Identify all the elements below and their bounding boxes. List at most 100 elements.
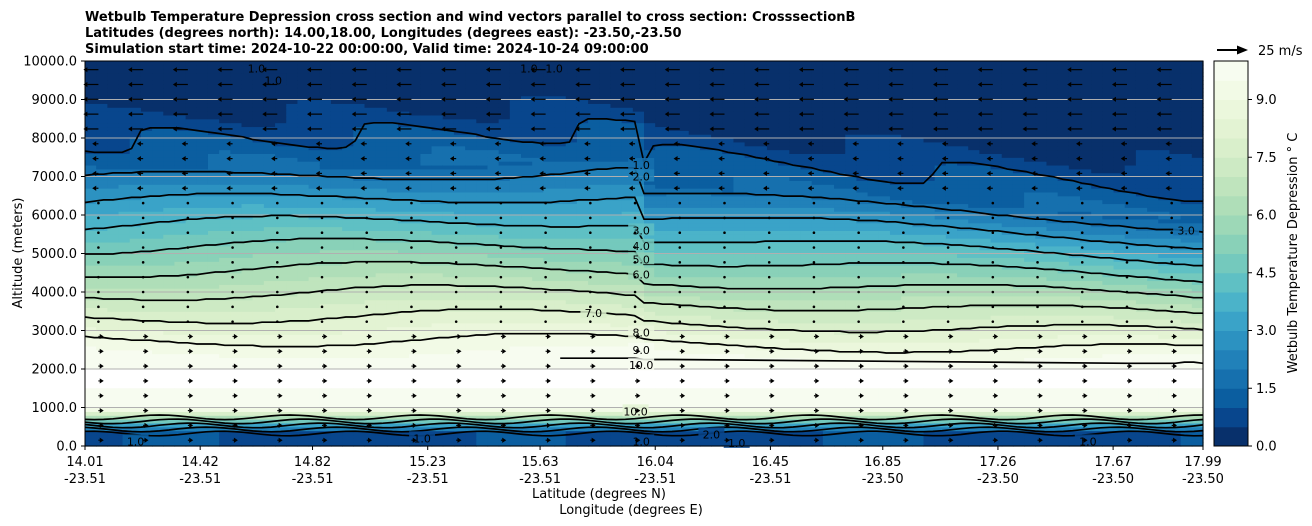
field-cell — [487, 118, 500, 124]
field-cell — [163, 322, 176, 328]
field-cell — [532, 438, 544, 443]
field-cell — [632, 122, 645, 128]
field-cell — [576, 438, 589, 443]
field-cell — [342, 87, 354, 93]
field-cell — [330, 284, 343, 289]
field-cell — [532, 311, 544, 316]
field-cell — [342, 303, 354, 308]
field-cell — [185, 215, 198, 220]
field-cell — [319, 195, 332, 201]
field-cell — [554, 276, 567, 282]
field-cell — [252, 399, 265, 405]
field-cell — [509, 134, 522, 139]
field-cell — [375, 61, 388, 66]
field-cell — [152, 249, 164, 255]
field-cell — [621, 245, 634, 251]
field-cell — [644, 392, 656, 397]
field-cell — [286, 326, 299, 332]
field-cell — [621, 111, 634, 116]
field-cell — [275, 95, 287, 101]
field-cell — [509, 64, 522, 70]
field-cell — [107, 72, 120, 77]
field-cell — [219, 122, 231, 128]
field-cell — [375, 84, 388, 89]
field-cell — [353, 107, 366, 112]
field-cell — [543, 303, 556, 308]
field-cell — [576, 253, 589, 258]
field-cell — [353, 211, 366, 216]
field-cell — [409, 403, 421, 409]
field-cell — [174, 438, 187, 443]
field-cell — [543, 249, 556, 255]
field-cell — [375, 141, 388, 147]
field-cell — [498, 203, 511, 208]
field-cell — [409, 322, 421, 328]
field-cell — [532, 122, 544, 128]
field-cell — [163, 95, 176, 101]
field-cell — [420, 292, 433, 297]
field-cell — [107, 107, 120, 112]
field-cell — [96, 157, 108, 162]
field-cell — [107, 295, 120, 301]
field-cell — [275, 153, 287, 158]
field-cell — [129, 61, 142, 66]
field-cell — [207, 211, 220, 216]
field-cell — [442, 84, 455, 89]
field-cell — [409, 80, 421, 85]
field-cell — [565, 95, 578, 101]
field-cell — [252, 72, 265, 77]
field-cell — [353, 80, 366, 85]
field-cell — [174, 430, 187, 436]
field-cell — [420, 195, 433, 201]
field-cell — [409, 284, 421, 289]
field-cell — [252, 422, 265, 428]
field-cell — [319, 164, 332, 170]
field-cell — [241, 184, 254, 189]
field-cell — [140, 299, 153, 305]
field-cell — [364, 61, 377, 66]
field-cell — [554, 315, 567, 320]
field-cell — [476, 253, 489, 258]
field-cell — [498, 134, 511, 139]
field-cell — [308, 415, 321, 420]
field-cell — [442, 218, 455, 224]
field-cell — [263, 430, 276, 436]
field-cell — [129, 268, 142, 274]
field-cell — [152, 330, 164, 335]
field-cell — [342, 157, 354, 162]
field-cell — [610, 114, 623, 120]
field-cell — [196, 261, 209, 266]
field-cell — [152, 211, 164, 216]
field-cell — [286, 114, 299, 120]
field-cell — [152, 288, 164, 293]
field-cell — [118, 80, 131, 85]
field-cell — [353, 330, 366, 335]
field-cell — [353, 145, 366, 151]
field-cell — [174, 342, 187, 347]
field-cell — [241, 72, 254, 77]
field-cell — [107, 345, 120, 351]
field-cell — [308, 257, 321, 262]
field-cell — [263, 307, 276, 312]
field-cell — [386, 207, 399, 212]
field-cell — [599, 107, 612, 112]
field-cell — [263, 411, 276, 416]
field-cell — [442, 122, 455, 128]
field-cell — [610, 245, 623, 251]
field-cell — [96, 395, 108, 401]
field-cell — [487, 442, 500, 447]
field-cell — [140, 87, 153, 93]
field-cell — [152, 103, 164, 108]
field-cell — [498, 365, 511, 370]
field-cell — [230, 99, 243, 104]
field-cell — [96, 72, 108, 77]
field-cell — [610, 207, 623, 212]
field-cell — [129, 145, 142, 151]
field-cell — [129, 265, 142, 270]
field-cell — [297, 61, 310, 66]
field-cell — [610, 126, 623, 131]
field-cell — [453, 299, 466, 305]
field-cell — [196, 149, 209, 154]
field-cell — [263, 130, 276, 135]
field-cell — [565, 261, 578, 266]
